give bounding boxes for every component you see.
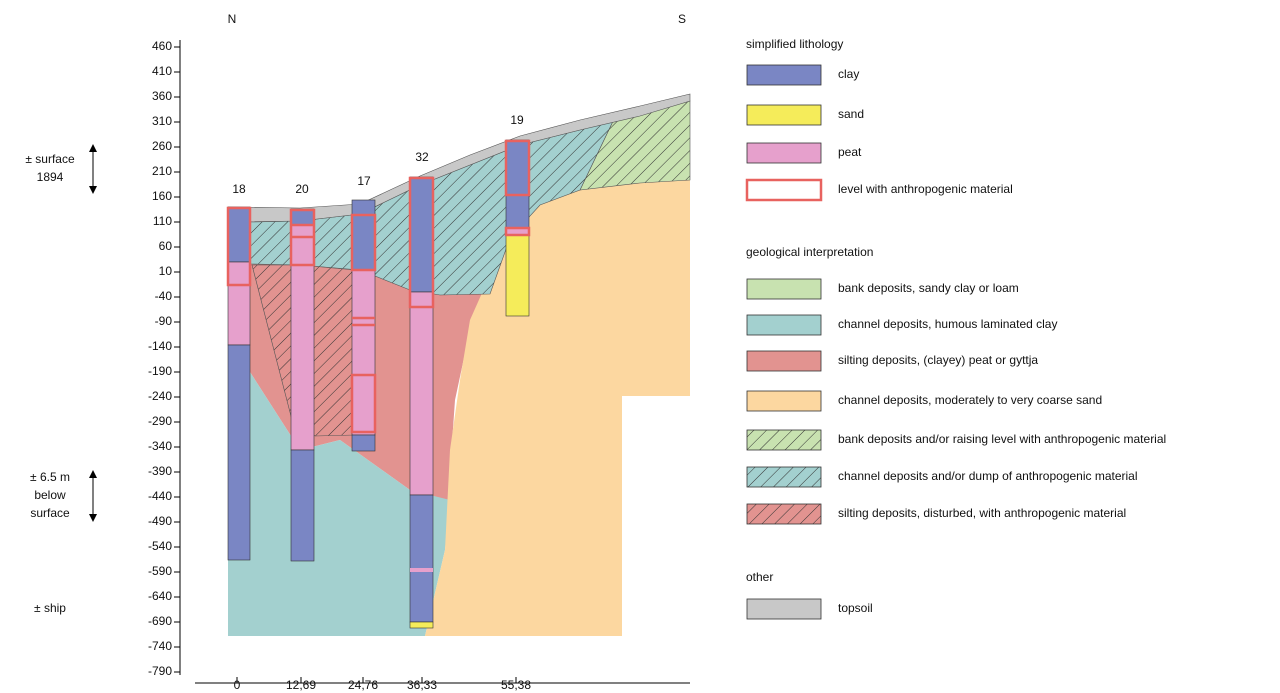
legend-swatch — [747, 467, 821, 487]
clay — [228, 345, 250, 560]
legend-label: channel deposits and/or dump of anthropo… — [838, 469, 1138, 483]
peat — [410, 292, 433, 495]
legend-swatch — [747, 65, 821, 85]
annotation: 1894 — [37, 170, 64, 184]
clay — [291, 209, 314, 225]
legend-title: simplified lithology — [746, 37, 843, 51]
legend-swatch — [747, 391, 821, 411]
legend-label: clay — [838, 67, 859, 81]
x-tick-label: 55,38 — [501, 678, 531, 692]
legend-label: bank deposits, sandy clay or loam — [838, 281, 1019, 295]
y-tick-label: 160 — [152, 189, 172, 203]
clay — [228, 207, 250, 262]
y-tick-label: -590 — [148, 564, 172, 578]
cross-section: N S 460 410 360 310 260 210 160 110 60 10 -40 -90 -1… — [0, 0, 1280, 693]
legend-label: silting deposits, disturbed, with anthro… — [838, 506, 1126, 520]
clay — [352, 435, 375, 451]
y-tick-label: -190 — [148, 364, 172, 378]
y-tick-label: 410 — [152, 64, 172, 78]
legend-swatch — [747, 351, 821, 371]
y-tick-label: -390 — [148, 464, 172, 478]
y-tick-label: 310 — [152, 114, 172, 128]
clay — [410, 177, 433, 292]
y-tick-label: -740 — [148, 639, 172, 653]
legend-swatch — [747, 279, 821, 299]
y-tick-label: 260 — [152, 139, 172, 153]
y-tick-label: 210 — [152, 164, 172, 178]
x-tick-label: 24,76 — [348, 678, 378, 692]
legend-swatch — [747, 599, 821, 619]
x-tick-label: 12,69 — [286, 678, 316, 692]
legend-title: other — [746, 570, 773, 584]
legend-swatch — [747, 180, 821, 200]
borehole-label: 20 — [295, 182, 309, 196]
peat — [352, 270, 375, 435]
y-tick-label: -540 — [148, 539, 172, 553]
legend-label: peat — [838, 145, 862, 159]
y-tick-label: -90 — [155, 314, 173, 328]
peat — [228, 262, 250, 345]
y-tick-label: -790 — [148, 664, 172, 678]
south: S — [678, 12, 686, 26]
clay — [291, 450, 314, 561]
peat — [410, 568, 433, 572]
y-tick-label: 360 — [152, 89, 172, 103]
north: N — [228, 12, 237, 26]
y-tick-label: -290 — [148, 414, 172, 428]
borehole-label: 19 — [510, 113, 524, 127]
annotation: ± 6.5 m — [30, 470, 70, 484]
legend-swatch — [747, 315, 821, 335]
y-tick-label: -40 — [155, 289, 173, 303]
clay — [410, 495, 433, 622]
legend-title: geological interpretation — [746, 245, 873, 259]
borehole-label: 18 — [232, 182, 246, 196]
borehole-label: 17 — [357, 174, 371, 188]
sand — [506, 235, 529, 316]
y-tick-label: -490 — [148, 514, 172, 528]
y-tick-label: 10 — [159, 264, 173, 278]
y-tick-label: 460 — [152, 39, 172, 53]
legend-swatch — [747, 430, 821, 450]
legend-swatch — [747, 143, 821, 163]
legend-label: channel deposits, humous laminated clay — [838, 317, 1057, 331]
y-tick-label: 110 — [153, 214, 172, 228]
legend-label: topsoil — [838, 601, 873, 615]
sand — [410, 622, 433, 628]
legend-label: channel deposits, moderately to very coa… — [838, 393, 1102, 407]
legend-label: level with anthropogenic material — [838, 182, 1013, 196]
clay — [506, 140, 529, 228]
y-tick-label: -340 — [148, 439, 172, 453]
clay — [352, 200, 375, 270]
legend-label: silting deposits, (clayey) peat or gyttj… — [838, 353, 1038, 367]
borehole-label: 32 — [415, 150, 429, 164]
y-tick-label: 60 — [159, 239, 173, 253]
y-tick-label: -440 — [148, 489, 172, 503]
x-tick-label: 0 — [234, 678, 241, 692]
annotation: surface — [30, 506, 70, 520]
y-tick-label: -640 — [148, 589, 172, 603]
y-tick-label: -240 — [148, 389, 172, 403]
y-tick-label: -140 — [148, 339, 172, 353]
legend-label: bank deposits and/or raising level with … — [838, 432, 1166, 446]
arrows — [89, 144, 97, 522]
annotation: ± surface — [25, 152, 75, 166]
peat — [291, 225, 314, 450]
annotation: below — [34, 488, 66, 502]
legend-swatch — [747, 105, 821, 125]
y-tick-label: -690 — [148, 614, 172, 628]
legend-swatch — [747, 504, 821, 524]
legend-label: sand — [838, 107, 864, 121]
annotation: ± ship — [34, 601, 66, 615]
x-tick-label: 36,33 — [407, 678, 437, 692]
